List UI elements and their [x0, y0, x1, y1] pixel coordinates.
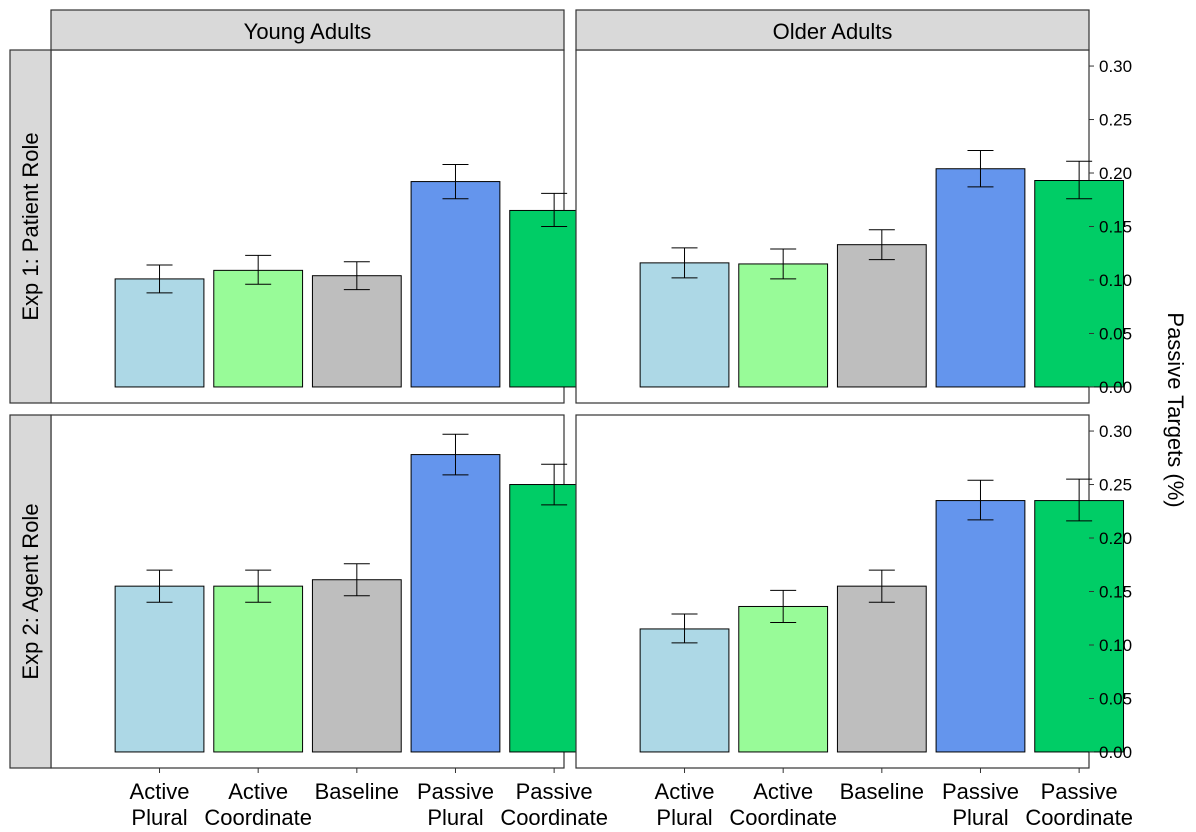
x-tick-label-line: Plural: [427, 805, 483, 830]
row-strip: [9, 49, 52, 404]
x-tick-label: Baseline: [315, 779, 399, 804]
x-tick-label-line: Passive: [942, 779, 1019, 804]
bar: [836, 244, 927, 388]
error-bar: [770, 589, 797, 624]
column-strip: [50, 9, 565, 51]
y-tick-label: 0.25: [1099, 111, 1132, 130]
error-bar: [541, 192, 568, 227]
x-tick-label-line: Plural: [131, 805, 187, 830]
x-tick-label-line: Passive: [417, 779, 494, 804]
error-bar: [245, 254, 272, 285]
x-tick-label-line: Coordinate: [729, 805, 837, 830]
x-tick-label-line: Passive: [1041, 779, 1118, 804]
y-tick-label: 0.05: [1099, 689, 1132, 708]
error-bar: [1066, 478, 1093, 522]
error-bar: [146, 569, 173, 603]
y-tick-label: 0.20: [1099, 529, 1132, 548]
x-tick-label-line: Plural: [952, 805, 1008, 830]
error-bar: [967, 479, 994, 521]
x-tick-label-line: Active: [228, 779, 288, 804]
y-tick-label: 0.00: [1099, 378, 1132, 397]
error-bar: [442, 433, 469, 476]
y-tick-label: 0.30: [1099, 422, 1132, 441]
x-tick-label-line: Coordinate: [204, 805, 312, 830]
x-tick-label: Passive Coordinate: [500, 779, 608, 830]
x-tick-label-line: Active: [655, 779, 715, 804]
facet-panel: [575, 49, 1125, 404]
y-tick-label: 0.05: [1099, 324, 1132, 343]
bar: [1034, 500, 1125, 753]
x-tick-label: Active Coordinate: [729, 779, 837, 830]
error-bar: [671, 613, 698, 644]
y-tick-label: 0.15: [1099, 583, 1132, 602]
error-bar: [442, 163, 469, 200]
x-tick-label: Active Plural: [130, 779, 190, 830]
row-strip-label: Exp 1: Patient Role: [18, 132, 43, 320]
bar: [114, 585, 205, 753]
y-tick-label: 0.25: [1099, 476, 1132, 495]
x-tick-label: Passive Plural: [942, 779, 1019, 830]
bar: [738, 263, 829, 388]
error-bar: [343, 563, 370, 597]
column-strip-label: Young Adults: [244, 19, 372, 44]
x-tick-label-line: Active: [130, 779, 190, 804]
x-tick-label: Active Coordinate: [204, 779, 312, 830]
bar: [639, 262, 730, 388]
x-tick-label: Active Plural: [655, 779, 715, 830]
bar: [410, 454, 501, 753]
bar: [311, 275, 402, 388]
strips-layer: Young Adults Older Adults Exp 1: Patient R…: [9, 9, 1090, 769]
y-tick-label: 0.20: [1099, 164, 1132, 183]
error-bar: [770, 248, 797, 280]
bar: [410, 181, 501, 388]
column-strip-label: Older Adults: [773, 19, 893, 44]
bar: [935, 168, 1026, 388]
panels-layer: [50, 49, 1125, 769]
error-bar: [146, 264, 173, 294]
y-tick-label: 0.10: [1099, 271, 1132, 290]
column-strip: [575, 9, 1090, 51]
bar: [935, 500, 1026, 753]
error-bar: [868, 569, 895, 603]
bar: [738, 605, 829, 753]
x-tick-label-line: Plural: [656, 805, 712, 830]
x-tick-label-line: Coordinate: [1025, 805, 1133, 830]
x-tick-label-line: Active: [753, 779, 813, 804]
y-axis-label: Passive Targets (%): [1163, 312, 1188, 507]
bar: [1034, 180, 1125, 388]
row-strip-label: Exp 2: Agent Role: [18, 503, 43, 679]
bar: [639, 628, 730, 753]
x-tick-label: Baseline: [840, 779, 924, 804]
error-bar: [1066, 160, 1093, 200]
error-bar: [245, 569, 272, 603]
bar: [836, 585, 927, 753]
x-tick-label-line: Passive: [516, 779, 593, 804]
error-bar: [671, 247, 698, 279]
facet-panel: [50, 49, 600, 404]
error-bar: [868, 229, 895, 261]
y-tick-label: 0.10: [1099, 636, 1132, 655]
y-tick-label: 0.15: [1099, 218, 1132, 237]
facet-panel: [575, 414, 1125, 769]
bar: [114, 278, 205, 388]
error-bar: [541, 463, 568, 506]
error-bar: [343, 261, 370, 291]
bar: [311, 579, 402, 753]
row-strip: [9, 414, 52, 769]
y-tick-label: 0.00: [1099, 743, 1132, 762]
x-tick-label: Passive Coordinate: [1025, 779, 1133, 830]
bar: [213, 269, 304, 388]
x-tick-label-line: Coordinate: [500, 805, 608, 830]
facet-panel: [50, 414, 600, 769]
bar: [213, 585, 304, 753]
y-tick-label: 0.30: [1099, 57, 1132, 76]
x-tick-label: Passive Plural: [417, 779, 494, 830]
error-bar: [967, 150, 994, 188]
